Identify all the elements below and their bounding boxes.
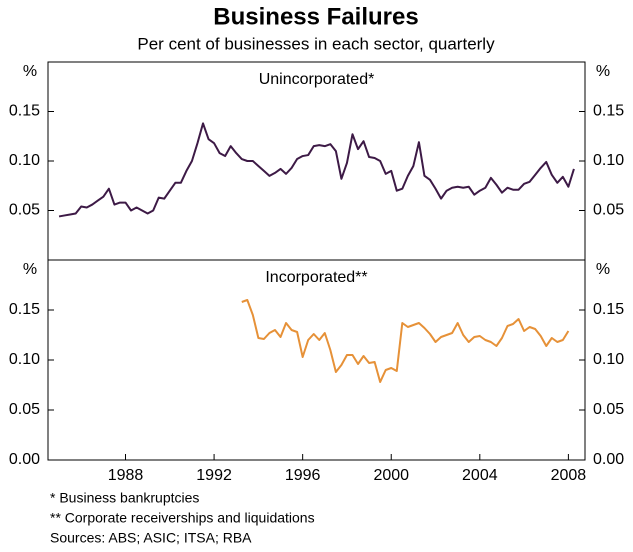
y-tick-label: 0.05 [9,401,40,418]
y-tick-label: 0.15 [9,103,40,120]
footnote: * Business bankruptcies [50,490,199,506]
y-tick-label: 0.00 [9,451,40,468]
y-tick-label: 0.10 [9,351,40,368]
panel-title: Unincorporated* [259,71,375,88]
x-tick-label: 1988 [108,467,144,484]
y-tick-label: 0.10 [9,152,40,169]
panel-title: Incorporated** [265,269,367,286]
footnote: Sources: ABS; ASIC; ITSA; RBA [50,530,252,546]
y-axis-unit: % [596,261,610,278]
y-tick-label: 0.10 [593,351,624,368]
y-axis-unit: % [596,63,610,80]
x-tick-label: 2004 [462,467,498,484]
x-tick-label: 1996 [285,467,321,484]
y-axis-unit: % [23,261,37,278]
y-tick-label: 0.05 [593,401,624,418]
chart-subtitle: Per cent of businesses in each sector, q… [137,34,495,53]
x-tick-label: 2000 [373,467,409,484]
y-tick-label: 0.15 [593,301,624,318]
x-tick-label: 1992 [196,467,232,484]
y-tick-label: 0.10 [593,152,624,169]
plot-frame [47,61,586,461]
chart-title: Business Failures [213,3,418,30]
data-line [58,122,575,218]
y-tick-label: 0.00 [593,451,624,468]
data-line [241,299,570,383]
y-tick-label: 0.15 [593,103,624,120]
y-tick-label: 0.15 [9,301,40,318]
y-axis-unit: % [23,63,37,80]
x-tick-label: 2008 [551,467,587,484]
footnote: ** Corporate receiverships and liquidati… [50,510,315,526]
y-tick-label: 0.05 [9,202,40,219]
y-tick-label: 0.05 [593,202,624,219]
